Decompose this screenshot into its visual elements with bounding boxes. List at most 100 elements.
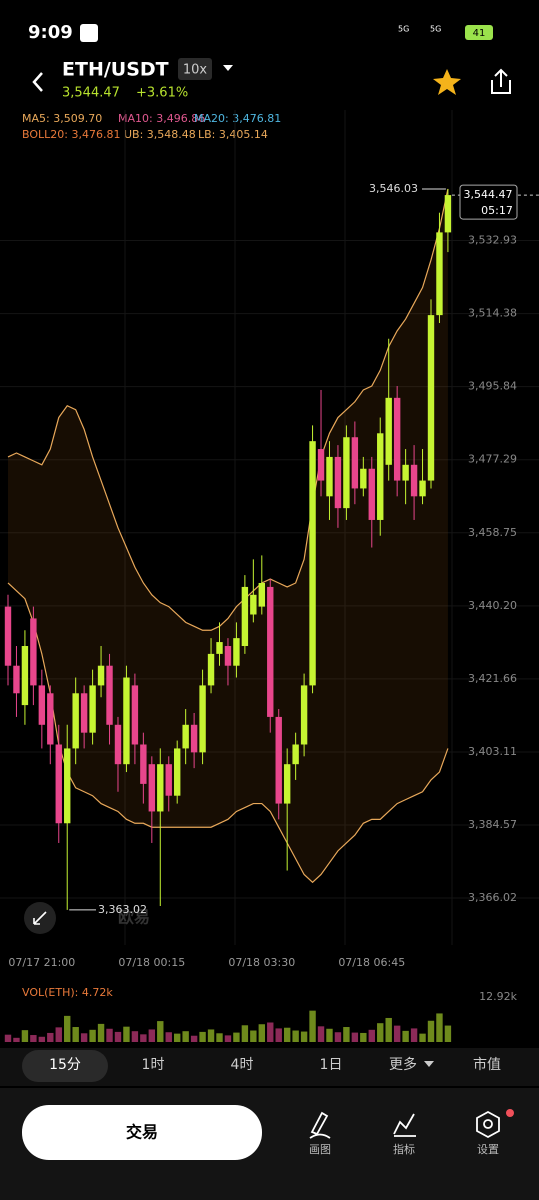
candle-body [123, 677, 130, 765]
y-tick-label: 3,440.20 [468, 599, 517, 612]
candle-body [89, 685, 96, 733]
volume-bar [55, 1027, 62, 1042]
candle-body [326, 456, 333, 497]
indicator: BOLL20: 3,476.81 [22, 128, 120, 141]
candle-body [343, 437, 350, 509]
y-tick-label: 3,495.84 [468, 380, 517, 393]
vol-title: VOL(ETH): 4.72k [22, 986, 113, 999]
candle-body [131, 685, 139, 745]
volume-bar [444, 1025, 452, 1042]
candle-body [309, 441, 316, 686]
candle-body [233, 638, 240, 666]
volume-bar [64, 1015, 71, 1042]
trade-button[interactable] [22, 1105, 262, 1160]
y-tick-label: 3,477.29 [468, 453, 517, 466]
volume-bar [250, 1030, 257, 1042]
volume-bar [377, 1023, 384, 1042]
volume-bar [368, 1029, 375, 1042]
band-line [7, 188, 449, 631]
volume-bar [157, 1021, 164, 1042]
candle-body [393, 397, 401, 481]
tab[interactable]: 4时 [231, 1057, 254, 1073]
draw-icon[interactable] [309, 1111, 331, 1139]
volume-bar [148, 1029, 156, 1042]
candle-body [80, 693, 88, 733]
network: 5G [398, 25, 409, 34]
y-tick-label: 3,366.02 [468, 891, 517, 904]
indicator: MA5: 3,509.70 [22, 112, 102, 125]
change: +3.61% [136, 86, 188, 101]
indicator: MA10: 3,496.86 [118, 112, 205, 125]
candle-body [97, 665, 105, 686]
tab[interactable]: 1时 [142, 1057, 165, 1073]
volume-bar [123, 1026, 130, 1042]
volume-bar [292, 1030, 299, 1042]
candle-body [13, 665, 20, 694]
tab[interactable]: 市值 [473, 1056, 501, 1073]
more-arrow [424, 1061, 434, 1067]
watermark: 欧易 [118, 908, 150, 927]
volume-bar [393, 1025, 401, 1042]
vol-tick-label: 12.92k [479, 990, 517, 1003]
volume-bar [97, 1023, 105, 1042]
tab[interactable]: 15分 [49, 1057, 81, 1073]
back-button[interactable] [32, 72, 43, 92]
indicator: MA20: 3,476.81 [194, 112, 281, 125]
volume-bar [140, 1034, 147, 1042]
candle-body [106, 665, 113, 725]
indicator: LB: 3,405.14 [198, 128, 268, 141]
pair[interactable]: ETH/USDT [62, 59, 169, 81]
last-price-box [459, 184, 518, 220]
volume-bar [174, 1033, 181, 1042]
expand-icon [33, 911, 47, 925]
favorite[interactable] [433, 69, 461, 95]
volume-bar [241, 1025, 249, 1042]
volume-bar [326, 1028, 333, 1042]
settings-icon-center [483, 1119, 493, 1129]
candle-body [436, 232, 443, 316]
candle-body [419, 480, 426, 497]
leverage: 10x [183, 63, 208, 78]
share[interactable] [491, 68, 511, 94]
volume-bar [13, 1037, 20, 1042]
volume-bar [360, 1032, 367, 1042]
last-price: 3,544.47 [464, 188, 513, 201]
volume-bar [47, 1032, 54, 1042]
clock: 9:09 [28, 22, 73, 43]
trade-label: 交易 [126, 1123, 158, 1142]
indicator-icon[interactable] [393, 1113, 416, 1137]
volume-bar [427, 1020, 435, 1042]
y-tick-label: 3,458.75 [468, 526, 517, 539]
dropdown[interactable] [223, 65, 233, 71]
candle-body [64, 748, 71, 824]
candle-body [258, 582, 265, 607]
volume-bar [410, 1028, 418, 1042]
candle-body [368, 468, 375, 520]
volume-bar [283, 1027, 291, 1042]
candle-body [190, 724, 198, 753]
tab[interactable]: 更多 [389, 1056, 417, 1073]
candle-body [216, 642, 223, 654]
volume-bar [106, 1028, 113, 1042]
volume-bar [165, 1032, 172, 1042]
volume-bar [199, 1031, 206, 1042]
candle-body [47, 693, 54, 745]
tab[interactable]: 1日 [320, 1057, 343, 1073]
candle-body [300, 685, 308, 745]
battery-level: 41 [473, 28, 486, 39]
candle-body [334, 456, 342, 509]
candle-body [114, 724, 122, 765]
candle-body [4, 606, 12, 666]
settings-icon[interactable] [476, 1110, 500, 1139]
volume-bar [334, 1032, 342, 1042]
volume-bar [343, 1027, 350, 1042]
candle-body [21, 646, 29, 706]
leverage-box [178, 58, 212, 80]
volume-bar [385, 1017, 392, 1042]
candle-body [38, 685, 46, 725]
candle-body [72, 693, 79, 749]
volume-bar [436, 1013, 443, 1042]
volume-bar [317, 1026, 325, 1042]
